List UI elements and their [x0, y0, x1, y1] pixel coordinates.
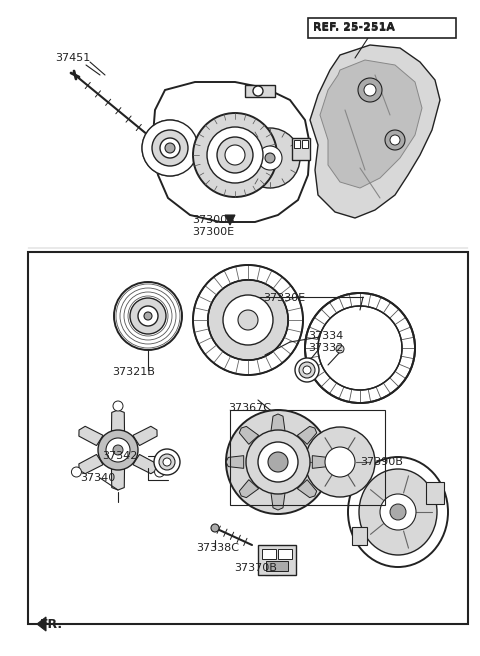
Circle shape: [106, 438, 130, 462]
Polygon shape: [271, 414, 285, 430]
Circle shape: [113, 401, 123, 411]
Circle shape: [144, 312, 152, 320]
Circle shape: [130, 298, 166, 334]
Circle shape: [258, 146, 282, 170]
Text: 37342: 37342: [102, 451, 137, 461]
Polygon shape: [111, 469, 124, 490]
Text: FR.: FR.: [40, 617, 63, 630]
Text: 37300E: 37300E: [192, 227, 234, 237]
Circle shape: [72, 467, 82, 477]
Polygon shape: [79, 455, 103, 474]
Bar: [292, 138, 310, 160]
Polygon shape: [225, 215, 235, 225]
Circle shape: [98, 430, 138, 470]
Circle shape: [390, 135, 400, 145]
Circle shape: [138, 306, 158, 326]
Circle shape: [258, 442, 298, 482]
Circle shape: [211, 524, 219, 532]
Text: 37340: 37340: [80, 473, 115, 483]
Circle shape: [268, 452, 288, 472]
Circle shape: [246, 430, 310, 494]
Circle shape: [152, 130, 188, 166]
Text: REF. 25-251A: REF. 25-251A: [313, 23, 395, 33]
Ellipse shape: [348, 457, 448, 567]
Circle shape: [303, 366, 311, 374]
Circle shape: [318, 306, 402, 390]
Polygon shape: [111, 410, 124, 431]
Text: 37334: 37334: [308, 331, 343, 341]
Bar: [352, 527, 367, 545]
Polygon shape: [152, 82, 310, 222]
Circle shape: [238, 310, 258, 330]
Polygon shape: [240, 480, 259, 498]
Circle shape: [336, 345, 344, 353]
Circle shape: [154, 449, 180, 475]
Circle shape: [142, 120, 198, 176]
Circle shape: [295, 358, 319, 382]
Polygon shape: [79, 426, 103, 445]
Circle shape: [253, 86, 263, 96]
Circle shape: [226, 410, 330, 514]
Bar: [230, 410, 385, 505]
Text: 37300A: 37300A: [192, 215, 235, 225]
Bar: [262, 549, 276, 559]
Bar: [245, 85, 275, 97]
Bar: [308, 18, 456, 38]
Circle shape: [325, 447, 355, 477]
Bar: [28, 252, 468, 624]
Circle shape: [208, 280, 288, 360]
Bar: [258, 545, 296, 575]
Bar: [266, 561, 288, 571]
Text: 37332: 37332: [308, 343, 343, 353]
Text: 37330E: 37330E: [263, 293, 305, 303]
Polygon shape: [226, 456, 244, 468]
Circle shape: [299, 362, 315, 378]
Text: 37338C: 37338C: [196, 543, 239, 553]
Polygon shape: [240, 426, 259, 444]
Circle shape: [159, 454, 175, 470]
Ellipse shape: [359, 469, 437, 555]
Polygon shape: [271, 493, 285, 510]
Polygon shape: [310, 45, 440, 218]
Polygon shape: [37, 617, 46, 631]
Circle shape: [193, 265, 303, 375]
Bar: [426, 482, 444, 504]
Text: 37451: 37451: [55, 53, 90, 63]
Text: 37370B: 37370B: [234, 563, 277, 573]
Polygon shape: [297, 480, 317, 498]
Circle shape: [165, 143, 175, 153]
Text: 37367C: 37367C: [228, 403, 271, 413]
Polygon shape: [312, 456, 330, 468]
Circle shape: [223, 295, 273, 345]
Text: REF. 25-251A: REF. 25-251A: [313, 22, 395, 32]
Circle shape: [193, 113, 277, 197]
Circle shape: [163, 458, 171, 466]
Polygon shape: [133, 455, 157, 474]
Circle shape: [160, 138, 180, 158]
Bar: [278, 549, 292, 559]
Circle shape: [390, 504, 406, 520]
Circle shape: [305, 293, 415, 403]
Circle shape: [113, 445, 123, 455]
Polygon shape: [133, 426, 157, 445]
Text: 37321B: 37321B: [112, 367, 155, 377]
Bar: [294, 140, 300, 148]
Circle shape: [240, 128, 300, 188]
Circle shape: [358, 78, 382, 102]
Polygon shape: [297, 426, 317, 444]
Circle shape: [305, 427, 375, 497]
Circle shape: [265, 153, 275, 163]
Circle shape: [114, 282, 182, 350]
Bar: [302, 140, 308, 148]
Polygon shape: [320, 60, 422, 188]
Circle shape: [155, 467, 165, 477]
Text: 37390B: 37390B: [360, 457, 403, 467]
Circle shape: [207, 127, 263, 183]
Circle shape: [364, 84, 376, 96]
Circle shape: [225, 145, 245, 165]
Circle shape: [380, 494, 416, 530]
Circle shape: [217, 137, 253, 173]
Circle shape: [385, 130, 405, 150]
